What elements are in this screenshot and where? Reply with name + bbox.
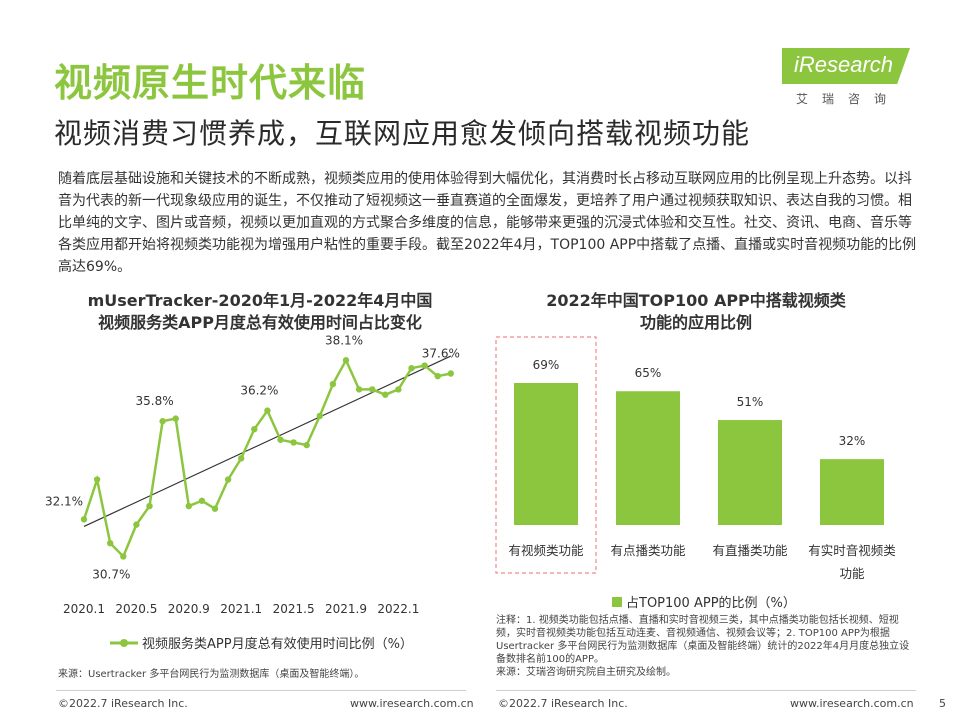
bar-value-label: 69% [533,358,560,372]
line-chart-title: mUserTracker-2020年1月-2022年4月中国 视频服务类APP月… [60,290,460,334]
category-label-cont: 功能 [839,566,865,581]
bar-chart-note-text: 注释：1. 视频类功能包括点播、直播和实时音视频三类，其中点播类功能包括长视频、… [496,615,910,665]
bar-value-label: 65% [635,366,662,380]
bar-chart-title-line1: 2022年中国TOP100 APP中搭载视频类 [546,291,846,310]
footer-divider-left [56,690,466,691]
footer-divider-right [496,690,916,691]
data-point [329,380,337,388]
data-point [342,357,350,364]
data-point [238,455,245,462]
data-point [198,497,206,504]
x-tick-label: 2020.5 [115,602,157,616]
x-tick-label: 2021.5 [273,602,315,616]
line-chart: 32.1% 30.7% 35.8% 36.2% 38.1% 37.6% 2020.1 202… [45,333,460,652]
data-point [172,415,179,422]
page-number: 5 [939,697,946,710]
data-label: 37.6% [422,347,460,361]
data-point [303,441,310,449]
x-tick-label: 2021.1 [220,602,262,616]
data-label: 35.8% [136,394,174,408]
footer-copyright-right: ©2022.7 iResearch Inc. [498,697,628,710]
x-tick-label: 2020.9 [168,602,210,616]
data-point [211,505,219,512]
data-point [133,521,140,528]
line-legend-label: 视频服务类APP月度总有效使用时间比例（%） [142,636,413,652]
data-point [224,476,232,483]
data-label: 32.1% [45,494,83,508]
bar-chart: 69% 65% 51% 32% 有视频类功能 有点播类功能 有直播类功能 有实时音视频类功能… [495,336,896,611]
bar-chart-title: 2022年中国TOP100 APP中搭载视频类 功能的应用比例 [496,290,896,334]
data-point [159,418,166,425]
bar-chart-note: 注释：1. 视频类功能包括点播、直播和实时音视频三类，其中点播类功能包括长视频、… [496,614,916,679]
bar-legend-swatch [612,597,622,607]
bar-legend-label: 占TOP100 APP的比例（%） [626,595,796,611]
logo-badge [782,48,910,84]
data-point [80,516,88,523]
bar [718,420,782,525]
data-point [251,425,258,433]
data-point [382,391,389,398]
category-label: 有点播类功能 [610,543,686,558]
category-label: 有视频类功能 [508,543,584,558]
data-point [408,365,415,372]
data-point [107,539,114,547]
footer-url-left: www.iresearch.com.cn [350,697,474,710]
bar-chart-title-line2: 功能的应用比例 [639,313,752,332]
line-legend-marker-point [120,639,128,647]
data-point [264,407,271,414]
data-point [369,386,376,393]
logo-cn-text: 艾瑞咨询 [796,92,901,106]
page-title: 视频原生时代来临 [54,61,367,105]
footer-copyright-left: ©2022.7 iResearch Inc. [58,697,188,710]
category-label: 有直播类功能 [712,543,788,558]
logo-brand-text: iResearch [794,52,894,77]
line-chart-title-line1: mUserTracker-2020年1月-2022年4月中国 [87,291,433,310]
data-point [355,386,363,393]
data-point [447,370,454,377]
bar-value-label: 51% [737,395,764,409]
page-subtitle: 视频消费习惯养成，互联网应用愈发倾向搭载视频功能 [54,117,751,150]
bar-chart-source: 来源：艾瑞咨询研究院自主研究及绘制。 [496,667,676,678]
data-point [185,502,192,510]
data-point [395,386,402,393]
trendline [83,355,452,528]
data-point [434,372,441,380]
data-point [93,476,101,483]
data-label: 30.7% [92,567,130,581]
body-paragraph: 随着底层基础设施和关键技术的不断成熟，视频类应用的使用体验得到大幅优化，其消费时… [58,171,917,275]
category-label: 有实时音视频类 [808,543,896,558]
line-chart-source: 来源：Usertracker 多平台网民行为监测数据库（桌面及智能终端）。 [58,669,365,680]
bar [820,459,884,525]
bar-value-label: 32% [839,434,866,448]
data-point [146,502,153,510]
data-label: 38.1% [325,333,363,347]
data-point [277,436,284,443]
line-chart-title-line2: 视频服务类APP月度总有效使用时间占比变化 [98,313,422,332]
x-tick-label: 2020.1 [63,602,105,616]
bar [514,383,578,525]
data-point [421,362,428,369]
iresearch-logo: iResearch 艾瑞咨询 [782,48,912,108]
data-label: 36.2% [240,384,278,398]
data-point [290,439,297,446]
x-tick-label: 2022.1 [377,602,419,616]
bar [616,391,680,525]
data-point [120,553,127,560]
data-point [316,412,323,420]
highlight-box [495,336,597,574]
footer-url-right: www.iresearch.com.cn [790,697,914,710]
x-tick-label: 2021.9 [325,602,367,616]
